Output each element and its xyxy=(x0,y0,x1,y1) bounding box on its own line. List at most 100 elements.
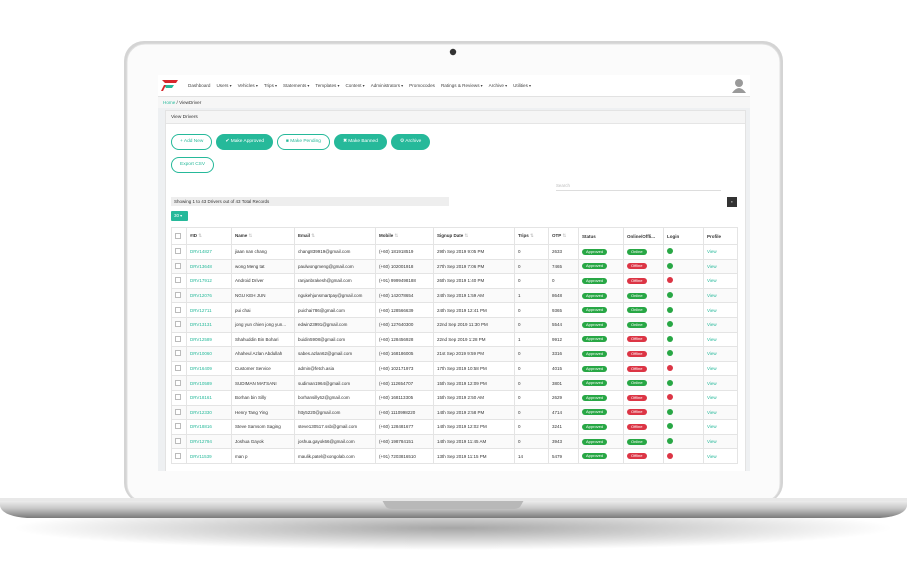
login-icon[interactable] xyxy=(667,423,673,430)
nav-item[interactable]: Vehicles xyxy=(238,83,258,88)
login-icon[interactable] xyxy=(667,394,673,401)
cell-id[interactable]: DRV12589 xyxy=(190,336,212,342)
nav-item[interactable]: Templates xyxy=(315,83,339,88)
table-row: DRV12794 Joshua Gayok joshua.gayok66@gmail… xyxy=(171,433,738,450)
profile-link[interactable]: View xyxy=(707,380,717,386)
action-button[interactable]: ✔ Make Approved xyxy=(216,134,274,150)
login-icon[interactable] xyxy=(667,306,673,313)
profile-link[interactable]: View xyxy=(707,249,717,255)
column-header[interactable]: OTP xyxy=(548,227,579,245)
action-button[interactable]: ⚙ Archive xyxy=(390,134,431,150)
login-icon[interactable] xyxy=(667,408,673,415)
nav-item[interactable]: Administrators xyxy=(371,83,403,88)
cell-id[interactable]: DRV12711 xyxy=(190,307,212,313)
profile-link[interactable]: View xyxy=(707,307,717,313)
nav-item[interactable]: Statements xyxy=(283,83,309,88)
cell: 0 xyxy=(514,419,549,435)
column-header[interactable]: Name xyxy=(231,227,295,245)
cell-otp: 3801 xyxy=(552,380,563,386)
cell-id[interactable]: DRV18161 xyxy=(190,395,212,401)
nav-item[interactable]: Trips xyxy=(264,83,277,88)
toggle-button[interactable]: ▪ xyxy=(727,197,737,207)
cell-id[interactable]: DRV11539 xyxy=(190,453,212,459)
column-header[interactable]: Mobile xyxy=(375,227,434,245)
export-button[interactable]: Export CSV xyxy=(171,157,215,173)
action-button[interactable]: + Add New xyxy=(171,134,213,150)
login-icon[interactable] xyxy=(667,248,673,255)
login-icon[interactable] xyxy=(667,438,673,445)
profile-link[interactable]: View xyxy=(707,453,717,459)
cell-id[interactable]: DRV17912 xyxy=(190,278,212,284)
column-header[interactable]: Signup Date xyxy=(433,227,515,245)
checkbox[interactable] xyxy=(175,365,181,372)
profile-link[interactable]: View xyxy=(707,395,717,401)
nav-item[interactable]: Dashboard xyxy=(188,83,211,88)
nav-item[interactable]: Promocodes xyxy=(409,83,435,88)
checkbox[interactable] xyxy=(175,423,181,430)
profile-link[interactable]: View xyxy=(707,351,717,357)
breadcrumb-home[interactable]: Home xyxy=(163,100,176,105)
checkbox[interactable] xyxy=(175,452,181,459)
login-icon[interactable] xyxy=(667,452,673,459)
profile-link[interactable]: View xyxy=(707,336,717,342)
cell-id[interactable]: DRV13131 xyxy=(190,322,212,328)
column-header[interactable]: Email xyxy=(294,227,376,245)
checkbox[interactable] xyxy=(175,306,181,313)
profile-link[interactable]: View xyxy=(707,409,717,415)
cell-id[interactable]: DRV10060 xyxy=(190,351,212,357)
column-header[interactable]: Trips xyxy=(514,227,549,245)
checkbox[interactable] xyxy=(175,232,181,239)
login-icon[interactable] xyxy=(667,335,673,342)
checkbox[interactable] xyxy=(175,262,181,269)
checkbox[interactable] xyxy=(175,292,181,299)
column-header[interactable]: Login xyxy=(663,227,704,245)
nav-item[interactable]: Users xyxy=(216,83,231,88)
cell-id[interactable]: DRV13648 xyxy=(190,263,212,269)
login-icon[interactable] xyxy=(667,365,673,372)
cell: Offline xyxy=(623,419,664,435)
cell-id[interactable]: DRV18816 xyxy=(190,424,212,430)
checkbox[interactable] xyxy=(175,379,181,386)
login-icon[interactable] xyxy=(667,379,673,386)
action-button[interactable]: ■ Make Pending xyxy=(277,134,330,150)
checkbox[interactable] xyxy=(175,394,181,401)
column-header[interactable]: Online/Offli... xyxy=(623,227,664,245)
page-size-select[interactable]: 30 xyxy=(171,211,188,221)
cell-id[interactable]: DRV12076 xyxy=(190,293,212,299)
column-header[interactable]: #ID xyxy=(186,227,232,245)
logo[interactable] xyxy=(161,79,179,92)
checkbox[interactable] xyxy=(175,408,181,415)
cell-id[interactable]: DRV10589 xyxy=(190,380,212,386)
checkbox[interactable] xyxy=(175,277,181,284)
login-icon[interactable] xyxy=(667,292,673,299)
cell-id[interactable]: DRV12794 xyxy=(190,439,212,445)
checkbox[interactable] xyxy=(175,350,181,357)
checkbox[interactable] xyxy=(175,438,181,445)
login-icon[interactable] xyxy=(667,350,673,357)
nav-item[interactable]: Archive xyxy=(489,83,507,88)
login-icon[interactable] xyxy=(667,262,673,269)
search-input[interactable]: Search xyxy=(556,181,721,191)
action-button[interactable]: ✖ Make Banned xyxy=(333,134,387,150)
profile-link[interactable]: View xyxy=(707,424,717,430)
profile-link[interactable]: View xyxy=(707,278,717,284)
checkbox[interactable] xyxy=(175,321,181,328)
checkbox[interactable] xyxy=(175,335,181,342)
checkbox[interactable] xyxy=(175,248,181,255)
column-header[interactable]: Status xyxy=(578,227,624,245)
profile-link[interactable]: View xyxy=(707,293,717,299)
avatar[interactable] xyxy=(732,78,746,93)
login-icon[interactable] xyxy=(667,321,673,328)
nav-item[interactable]: Content xyxy=(345,83,364,88)
nav-item[interactable]: Utilities xyxy=(513,83,531,88)
profile-link[interactable]: View xyxy=(707,263,717,269)
profile-link[interactable]: View xyxy=(707,366,717,372)
profile-link[interactable]: View xyxy=(707,439,717,445)
cell-id[interactable]: DRV14827 xyxy=(190,249,212,255)
profile-link[interactable]: View xyxy=(707,322,717,328)
cell: Shahuddin Bin Bohari xyxy=(231,331,295,348)
login-icon[interactable] xyxy=(667,277,673,284)
cell-id[interactable]: DRV16409 xyxy=(190,366,212,372)
cell-id[interactable]: DRV12330 xyxy=(190,409,212,415)
nav-item[interactable]: Ratings & Reviews xyxy=(441,83,483,88)
